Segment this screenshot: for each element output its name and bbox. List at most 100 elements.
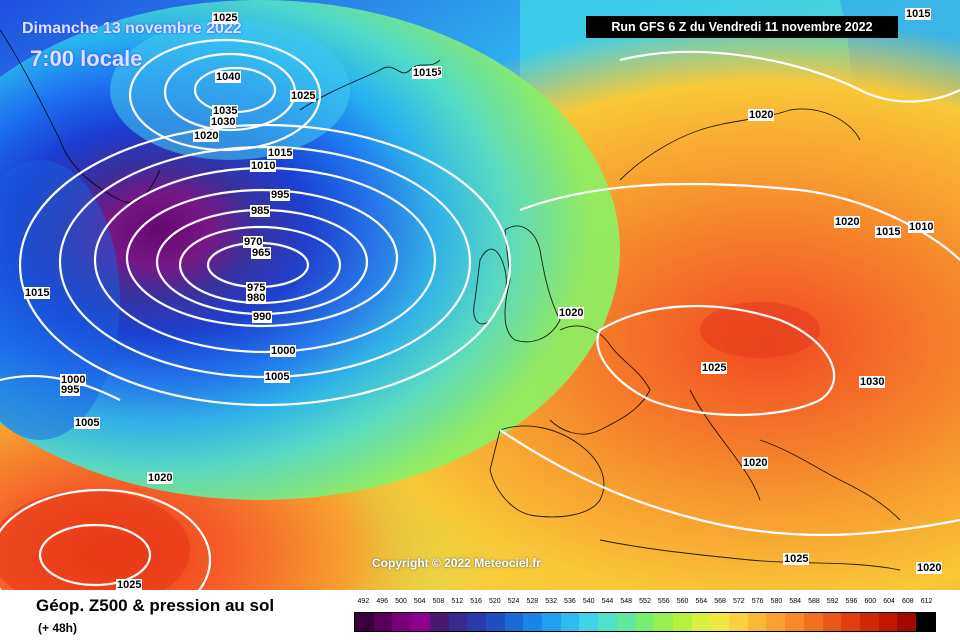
legend-swatch <box>355 613 374 631</box>
pressure-label: 1025 <box>290 90 317 102</box>
legend-swatch <box>635 613 655 631</box>
pressure-label: 995 <box>270 189 291 201</box>
copyright-text: Copyright © 2022 Meteociel.fr <box>372 556 541 570</box>
legend-tick: 592 <box>826 598 839 605</box>
pressure-label: 1015 <box>875 226 902 238</box>
pressure-label: 975 <box>246 282 267 294</box>
legend-tick: 544 <box>601 598 614 605</box>
legend-swatch <box>785 613 804 631</box>
forecast-date-title: Dimanche 13 novembre 2022 <box>22 20 242 37</box>
pressure-label: 1025 <box>116 579 143 590</box>
pressure-label: 1005 <box>74 417 101 429</box>
weather-map: Dimanche 13 novembre 2022 7:00 locale Ru… <box>0 0 960 590</box>
legend-swatch <box>504 613 524 631</box>
legend-tick: 576 <box>751 598 764 605</box>
legend-swatch <box>654 613 673 631</box>
france-coast <box>549 325 651 435</box>
legend-swatch <box>766 613 786 631</box>
isobar-990 <box>125 188 399 328</box>
pressure-label: 1015 <box>412 67 439 79</box>
pressure-label: 1010 <box>250 160 277 172</box>
legend-swatch <box>429 613 449 631</box>
legend-tick: 536 <box>564 598 576 605</box>
legend-tick: 556 <box>657 598 670 605</box>
map-layer-title: Géop. Z500 & pression au sol <box>36 596 275 615</box>
italy-coast <box>689 389 761 501</box>
isobar-1025-europe <box>596 304 836 417</box>
map-canvas <box>0 0 960 590</box>
pressure-label: 1020 <box>742 457 769 469</box>
legend-swatch <box>841 613 860 631</box>
legend-swatch <box>448 613 468 631</box>
legend-tick: 568 <box>714 598 726 605</box>
legend-tick: 564 <box>695 598 708 605</box>
pressure-label: 1000 <box>60 374 87 386</box>
isobar-1020-sw <box>0 488 212 590</box>
isobar-1020-north <box>519 182 960 261</box>
pressure-label: 1035 <box>212 105 239 117</box>
pressure-label: 1010 <box>908 221 935 233</box>
legend-swatch <box>691 613 711 631</box>
legend-tick: 504 <box>413 598 426 605</box>
legend-tick: 604 <box>883 598 895 605</box>
legend-swatch <box>729 613 748 631</box>
legend-swatch <box>822 613 842 631</box>
pressure-label: 965 <box>251 247 272 259</box>
legend-swatch <box>747 613 767 631</box>
isobar-1030 <box>128 38 322 152</box>
legend-swatch <box>485 613 505 631</box>
legend-swatch <box>710 613 730 631</box>
britain-coast <box>504 225 561 343</box>
pressure-label: 1000 <box>270 345 297 357</box>
pressure-label: 1025 <box>701 362 728 374</box>
western-trough <box>0 160 120 440</box>
isobar-1020-south <box>499 429 960 537</box>
legend-swatch <box>523 613 543 631</box>
greenland-coast <box>0 29 161 204</box>
legend-tick: 520 <box>488 598 501 605</box>
map-footer: Géop. Z500 & pression au sol (+ 48h) 492… <box>0 590 960 640</box>
pressure-label: 980 <box>246 292 267 304</box>
legend-swatch <box>598 613 617 631</box>
legend-color-bar <box>354 612 936 632</box>
pressure-label: 1015 <box>24 287 51 299</box>
legend-tick: 532 <box>545 598 557 605</box>
legend-tick: 560 <box>676 598 689 605</box>
balkans-coast <box>759 439 901 521</box>
legend-swatch <box>672 613 692 631</box>
pressure-label: 1020 <box>193 130 220 142</box>
iberia-coast <box>489 425 605 518</box>
north-africa-coast <box>599 539 901 571</box>
azores-high-core <box>0 490 190 590</box>
legend-swatch <box>916 613 935 631</box>
legend-swatch <box>803 613 823 631</box>
legend-tick: 508 <box>432 598 445 605</box>
run-info-box: Run GFS 6 Z du Vendredi 11 novembre 2022 <box>586 16 898 38</box>
legend-tick: 596 <box>845 598 858 605</box>
pressure-label: 985 <box>250 205 271 217</box>
legend-tick: 528 <box>526 598 539 605</box>
legend-tick: 608 <box>901 598 914 605</box>
pressure-label: 990 <box>252 311 273 323</box>
legend-swatch <box>897 613 917 631</box>
forecast-offset: (+ 48h) <box>38 621 78 635</box>
central-europe-ridge <box>700 302 820 358</box>
isobar-1015-north <box>619 50 960 103</box>
legend-tick: 612 <box>920 598 933 605</box>
iceland-coast <box>299 59 441 111</box>
legend-tick: 584 <box>789 598 802 605</box>
legend-swatch <box>878 613 898 631</box>
legend-swatch <box>392 613 412 631</box>
pressure-label: 1015 <box>905 8 932 20</box>
color-scale-legend: 492 496 500 504 508 512 516 520 524 528 532 536 540 5… <box>354 598 936 636</box>
legend-tick: 580 <box>770 598 783 605</box>
pressure-label: 1005 <box>264 371 291 383</box>
legend-tick: 548 <box>620 598 633 605</box>
pressure-label: 1020 <box>558 307 585 319</box>
pressure-label: 1020 <box>834 216 861 228</box>
legend-tick-labels: 492 496 500 504 508 512 516 520 524 528 532 536 540 5… <box>354 598 936 610</box>
pressure-label: 1025 <box>783 553 810 565</box>
pressure-label: 1030 <box>210 116 237 128</box>
pressure-label: 1030 <box>859 376 886 388</box>
legend-tick: 492 <box>357 598 370 605</box>
